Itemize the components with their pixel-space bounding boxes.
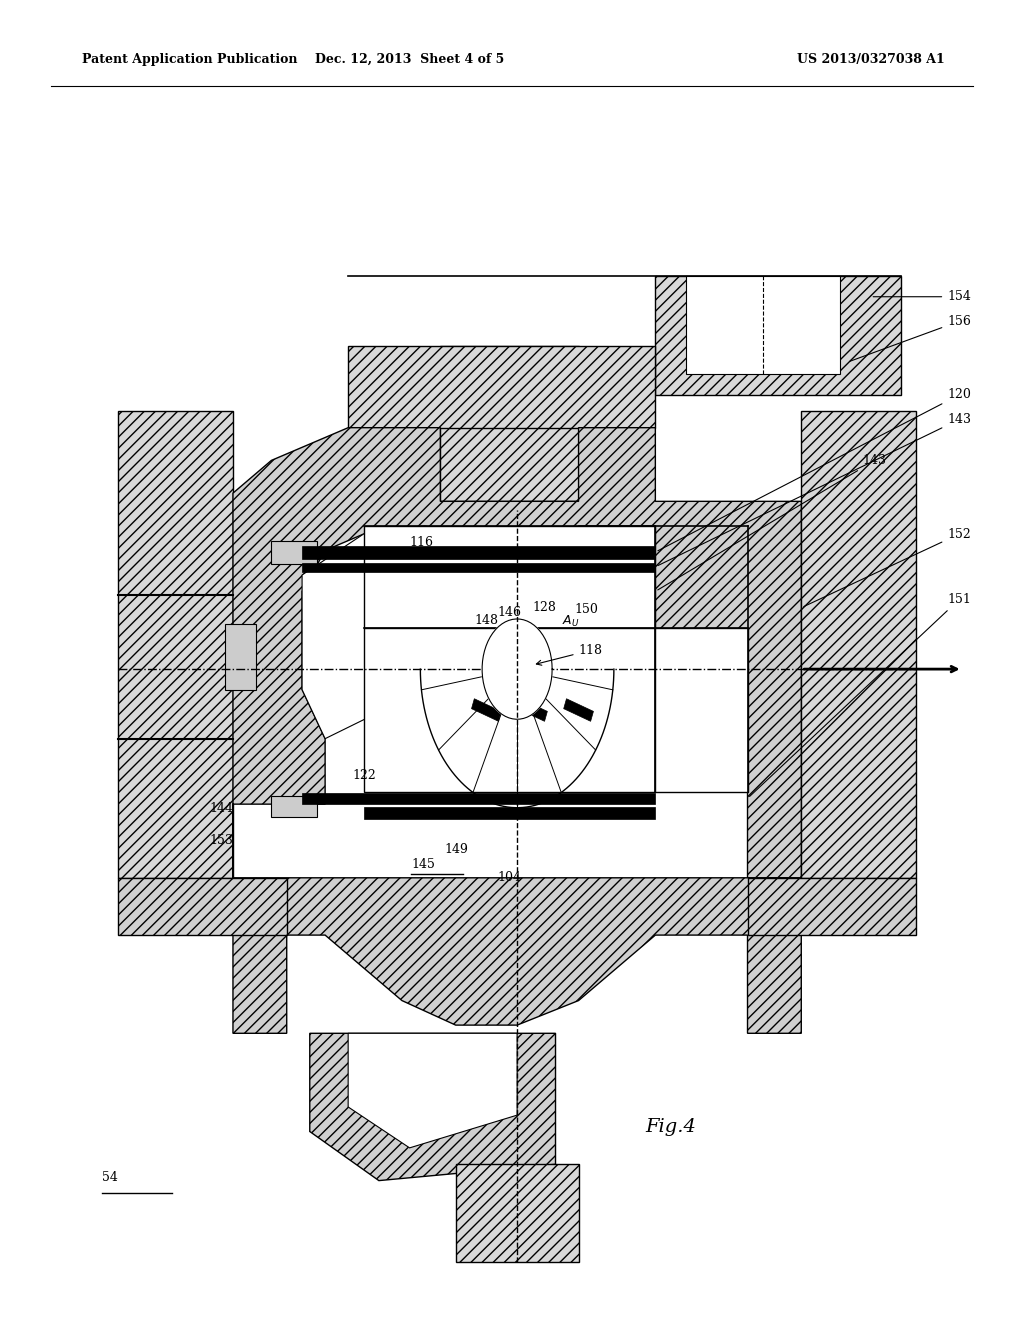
Text: 148: 148 (475, 614, 499, 627)
Text: 145: 145 (411, 858, 435, 871)
Text: 104: 104 (498, 871, 522, 884)
Text: 116: 116 (410, 536, 433, 549)
Polygon shape (302, 525, 579, 739)
Polygon shape (233, 878, 801, 1034)
Polygon shape (302, 793, 655, 804)
Text: 128: 128 (532, 601, 556, 614)
Text: Fig.4: Fig.4 (645, 1118, 696, 1135)
Polygon shape (563, 698, 594, 721)
Polygon shape (364, 525, 655, 628)
Text: 150: 150 (574, 603, 599, 616)
Polygon shape (655, 276, 901, 395)
Text: 144: 144 (210, 801, 233, 814)
Polygon shape (302, 545, 655, 558)
Polygon shape (801, 412, 916, 878)
Text: 153: 153 (210, 834, 233, 847)
Polygon shape (309, 1034, 555, 1180)
Polygon shape (118, 412, 233, 878)
Polygon shape (225, 624, 256, 689)
Polygon shape (517, 698, 548, 721)
Text: $A_U$: $A_U$ (561, 614, 580, 630)
Text: 149: 149 (444, 842, 468, 855)
Text: Dec. 12, 2013  Sheet 4 of 5: Dec. 12, 2013 Sheet 4 of 5 (315, 53, 504, 66)
Polygon shape (271, 796, 317, 817)
Text: 151: 151 (750, 593, 971, 796)
Polygon shape (655, 628, 748, 792)
Text: Patent Application Publication: Patent Application Publication (82, 53, 297, 66)
Text: 54: 54 (102, 1171, 119, 1184)
Polygon shape (364, 628, 655, 792)
Polygon shape (348, 1034, 517, 1148)
Polygon shape (456, 1164, 579, 1262)
Polygon shape (440, 346, 579, 502)
Polygon shape (748, 878, 916, 935)
Polygon shape (233, 428, 801, 878)
Polygon shape (302, 562, 655, 572)
Polygon shape (471, 698, 502, 721)
Text: 146: 146 (498, 606, 522, 619)
Polygon shape (271, 541, 317, 564)
Text: US 2013/0327038 A1: US 2013/0327038 A1 (797, 53, 944, 66)
Text: 118: 118 (537, 644, 602, 665)
Text: 120: 120 (657, 388, 971, 550)
Text: 143: 143 (657, 413, 971, 565)
Polygon shape (348, 346, 655, 428)
Text: 156: 156 (850, 314, 971, 362)
Polygon shape (364, 808, 655, 818)
Polygon shape (482, 619, 552, 719)
Text: 143: 143 (657, 454, 887, 590)
Polygon shape (686, 276, 840, 375)
Text: 154: 154 (873, 290, 971, 304)
Text: 152: 152 (804, 528, 971, 607)
Polygon shape (118, 878, 287, 935)
Text: 122: 122 (352, 770, 376, 781)
